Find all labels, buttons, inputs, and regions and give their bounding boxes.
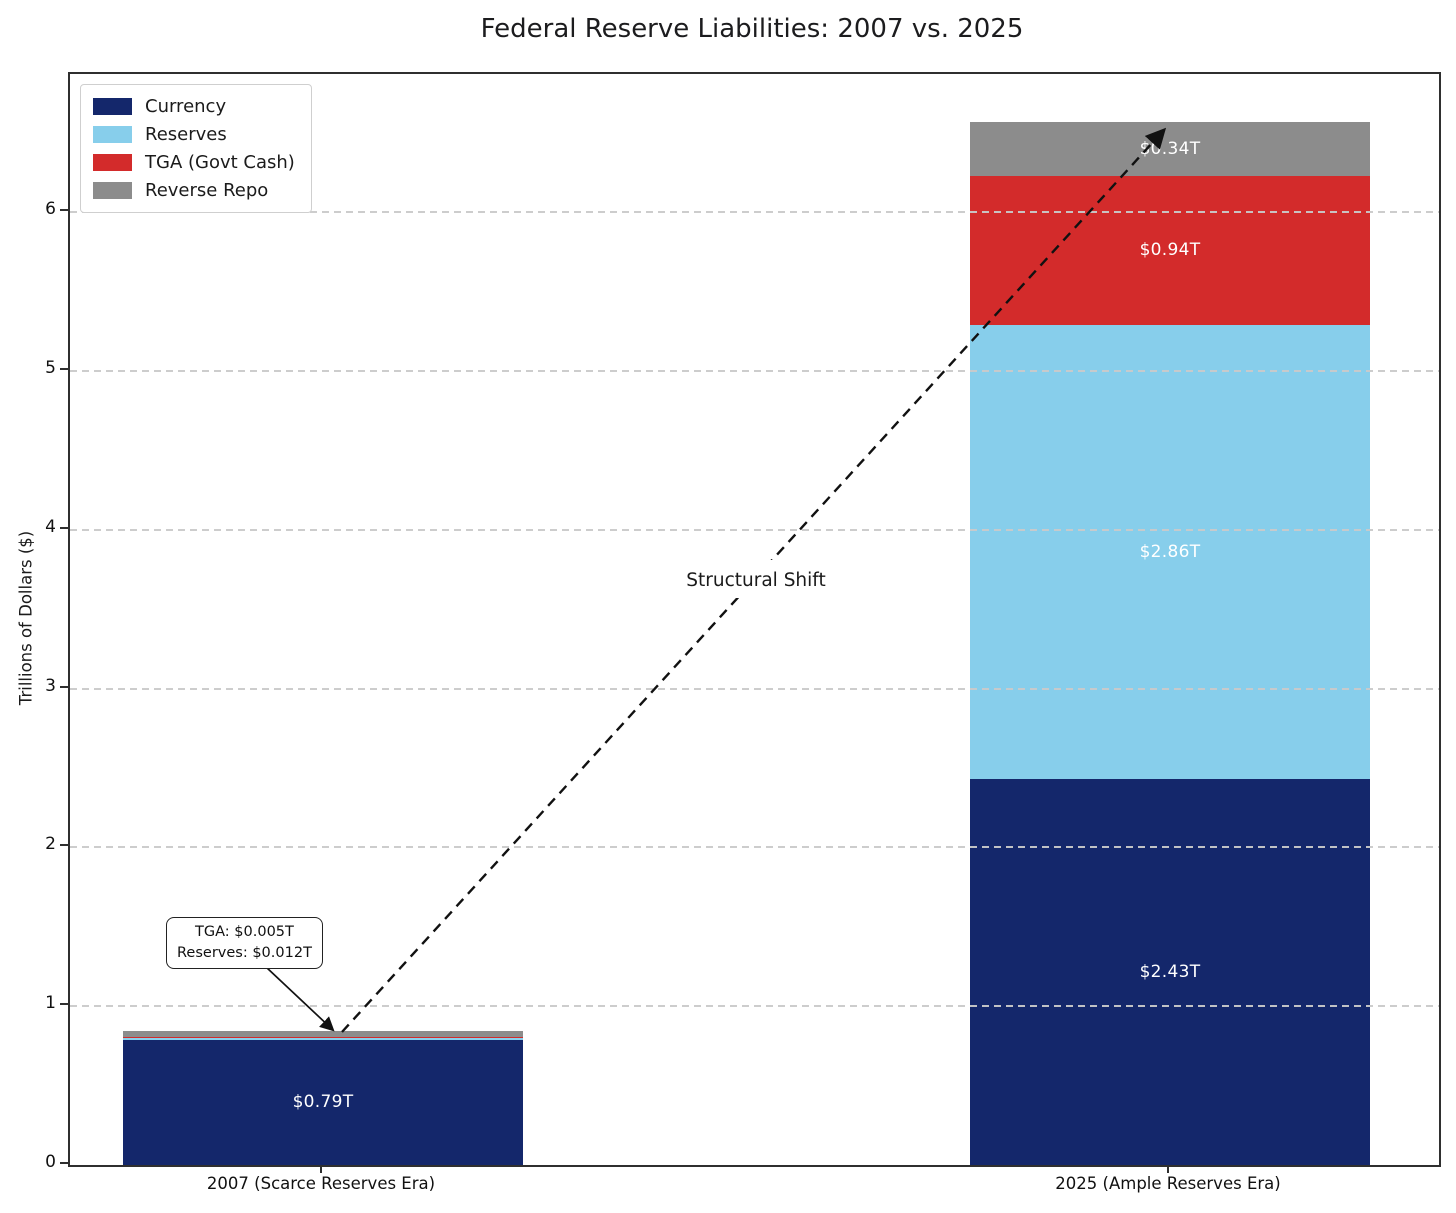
grid-layer [70,74,1439,1165]
callout-line-tga: TGA: $0.005T [195,924,294,940]
y-tick-mark [60,1162,69,1164]
y-tick-label-3: 3 [45,675,56,696]
bar-segment-currency-2007: $0.79T [123,1039,523,1165]
chart-title: Federal Reserve Liabilities: 2007 vs. 20… [480,14,1024,44]
y-tick-mark [60,367,69,370]
legend-label-reverse-repo: Reverse Repo [145,180,269,201]
legend-item-tga: TGA (Govt Cash) [93,152,295,173]
legend-swatch-tga-icon [93,154,132,171]
y-tick-label-6: 6 [45,199,56,220]
gridline-y1 [70,1005,1439,1008]
y-tick-label-5: 5 [45,357,56,378]
legend-label-reserves: Reserves [145,124,227,145]
y-tick-mark [60,526,69,529]
bar-value-label: $0.79T [292,1092,354,1113]
legend-item-currency: Currency [93,96,295,117]
x-tick-label-2025: 2025 (Ample Reserves Era) [1055,1174,1281,1193]
gridline-y3 [70,687,1439,690]
legend-swatch-reverse-repo-icon [93,182,132,199]
bar-segment-reverse-repo-2007 [123,1030,523,1037]
x-tick-mark-2025 [1167,1165,1169,1173]
legend-swatch-reserves-icon [93,126,132,143]
legend-label-tga: TGA (Govt Cash) [145,152,295,173]
gridline-y4 [70,528,1439,531]
bar-segment-tga-govt-cash-2007 [123,1036,523,1038]
y-tick-mark [60,209,69,212]
x-tick-mark-2007 [320,1165,322,1173]
y-tick-mark [60,1003,69,1006]
y-tick-label-4: 4 [45,516,56,537]
callout-line-reserves: Reserves: $0.012T [177,945,312,962]
legend-item-reverse-repo: Reverse Repo [93,180,295,201]
bar-segment-reserves-2007 [123,1037,523,1040]
y-tick-mark [60,685,69,688]
x-tick-label-2007: 2007 (Scarce Reserves Era) [206,1174,436,1193]
y-tick-label-2: 2 [45,834,56,855]
gridline-y5 [70,369,1439,372]
y-tick-mark [60,844,69,847]
callout-tga-reserves: TGA: $0.005T Reserves: $0.012T [166,917,323,970]
y-tick-label-0: 0 [45,1152,56,1172]
legend: Currency Reserves TGA (Govt Cash) Revers… [80,84,312,213]
legend-swatch-currency-icon [93,98,132,115]
legend-item-reserves: Reserves [93,124,295,145]
plot-area: $0.79T $2.43T $2.86T $0.94T $0.34T Structura… [68,72,1441,1167]
legend-label-currency: Currency [145,96,227,117]
y-tick-label-1: 1 [45,993,56,1014]
gridline-y2 [70,846,1439,849]
